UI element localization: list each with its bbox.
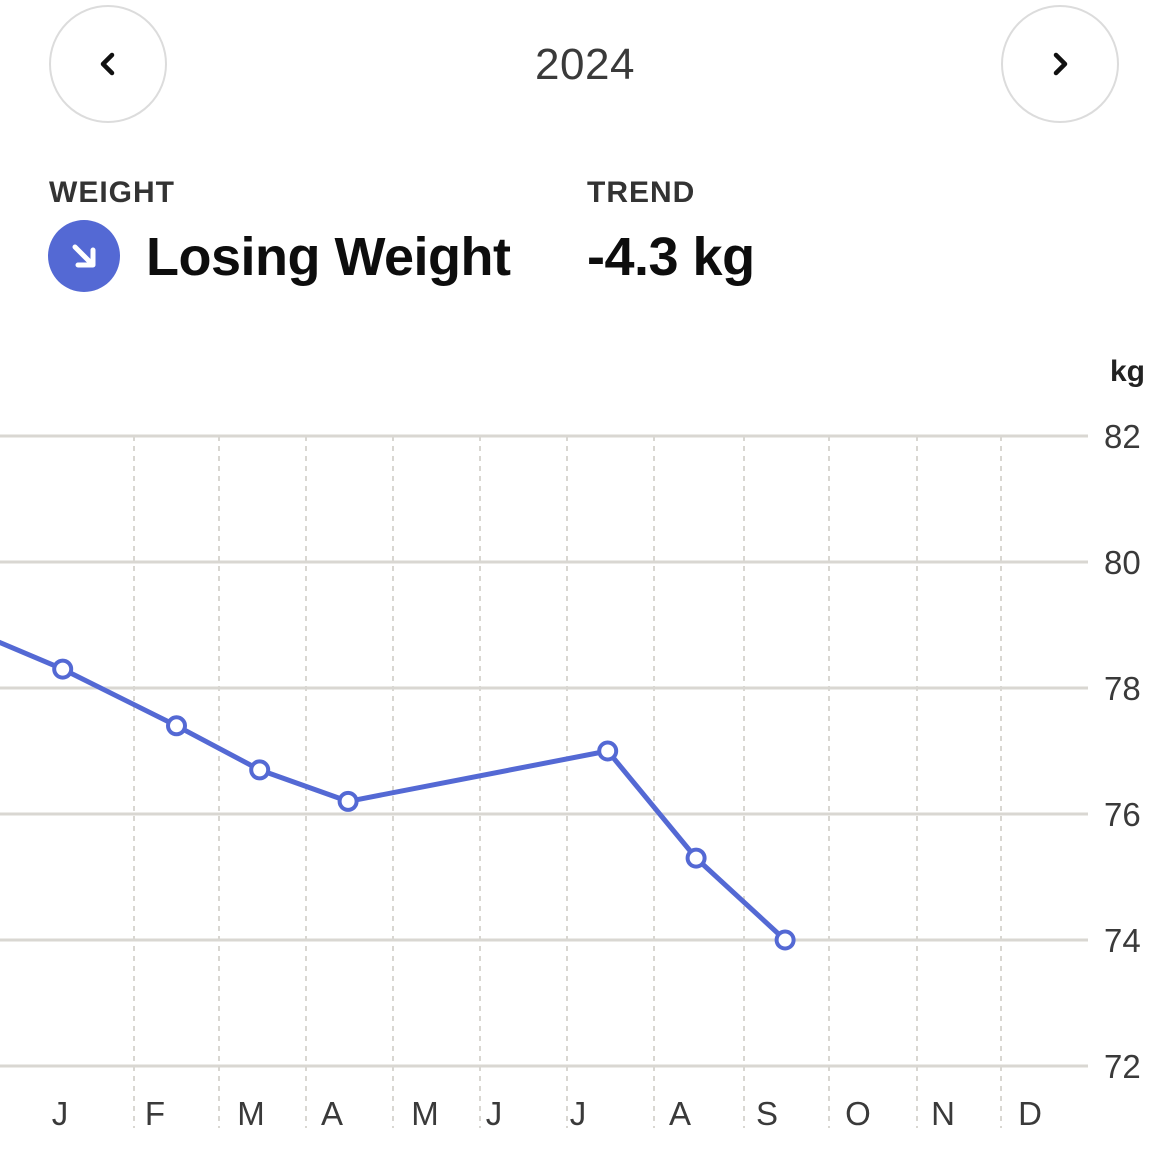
y-tick-label: 72 <box>1104 1048 1141 1085</box>
x-tick-label: A <box>321 1095 343 1132</box>
chevron-left-icon <box>100 52 115 76</box>
weight-data-point <box>597 740 619 762</box>
x-tick-label: O <box>845 1095 871 1132</box>
y-tick-label: 82 <box>1104 418 1141 455</box>
weight-data-point <box>685 847 707 869</box>
trend-label: TREND <box>587 176 696 209</box>
weight-data-point <box>249 759 271 781</box>
previous-year-button[interactable] <box>49 5 167 123</box>
trend-value: -4.3 kg <box>587 227 755 287</box>
weight-series-line <box>0 639 788 943</box>
x-tick-label: J <box>486 1095 503 1132</box>
y-tick-label: 80 <box>1104 544 1141 581</box>
x-tick-label: F <box>145 1095 165 1132</box>
x-tick-label: N <box>931 1095 955 1132</box>
x-tick-label: J <box>52 1095 69 1132</box>
x-tick-label: S <box>756 1095 778 1132</box>
arrow-down-right-icon <box>48 220 120 292</box>
weight-data-point <box>774 929 796 951</box>
x-tick-label: A <box>669 1095 691 1132</box>
y-tick-label: 74 <box>1104 922 1141 959</box>
weight-status-text: Losing Weight <box>146 227 511 287</box>
weight-data-point <box>166 715 187 737</box>
x-tick-label: M <box>237 1095 265 1132</box>
weight-data-point <box>337 790 359 812</box>
weight-data-point <box>52 658 74 680</box>
y-tick-label: 78 <box>1104 670 1141 707</box>
next-year-button[interactable] <box>1001 5 1119 123</box>
weight-label: WEIGHT <box>49 176 175 209</box>
year-title: 2024 <box>535 40 635 89</box>
chevron-right-icon <box>1053 52 1068 76</box>
x-tick-label: D <box>1018 1095 1042 1132</box>
weight-chart: 82 80 78 76 74 72 kg J F M A M J J A S O N D <box>0 340 1170 1162</box>
x-tick-label: J <box>570 1095 587 1132</box>
y-axis-unit: kg <box>1110 355 1145 388</box>
x-tick-label: M <box>411 1095 439 1132</box>
weight-line-chart: 82 80 78 76 74 72 kg J F M A M J J A S O N D <box>0 355 1145 1132</box>
y-tick-label: 76 <box>1104 796 1141 833</box>
